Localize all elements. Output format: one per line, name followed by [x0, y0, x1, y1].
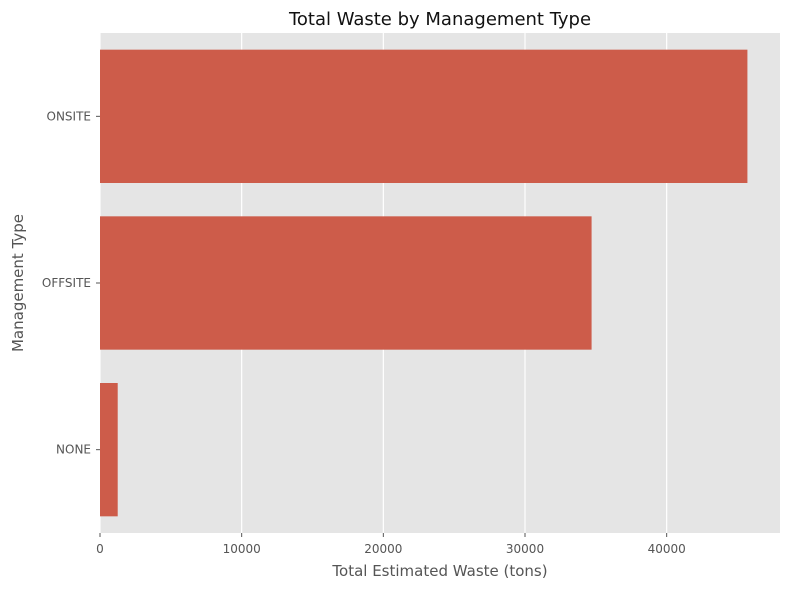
x-tick-label: 40000 — [648, 542, 686, 556]
x-axis-label: Total Estimated Waste (tons) — [331, 562, 547, 580]
y-axis-label: Management Type — [9, 214, 27, 352]
bar-none — [100, 383, 118, 517]
bar-offsite — [100, 216, 592, 350]
x-axis-ticks: 0 10000 20000 30000 40000 — [96, 533, 686, 556]
bar-onsite — [100, 49, 748, 183]
chart-title: Total Waste by Management Type — [288, 9, 591, 30]
y-axis-ticks: ONSITE OFFSITE NONE — [42, 109, 100, 457]
y-tick-label: ONSITE — [47, 109, 92, 123]
x-tick-label: 20000 — [364, 542, 402, 556]
y-tick-label: OFFSITE — [42, 276, 91, 290]
x-tick-label: 0 — [96, 542, 104, 556]
x-tick-label: 10000 — [223, 542, 261, 556]
y-tick-label: NONE — [56, 443, 91, 457]
bars — [100, 49, 748, 517]
x-tick-label: 30000 — [506, 542, 544, 556]
